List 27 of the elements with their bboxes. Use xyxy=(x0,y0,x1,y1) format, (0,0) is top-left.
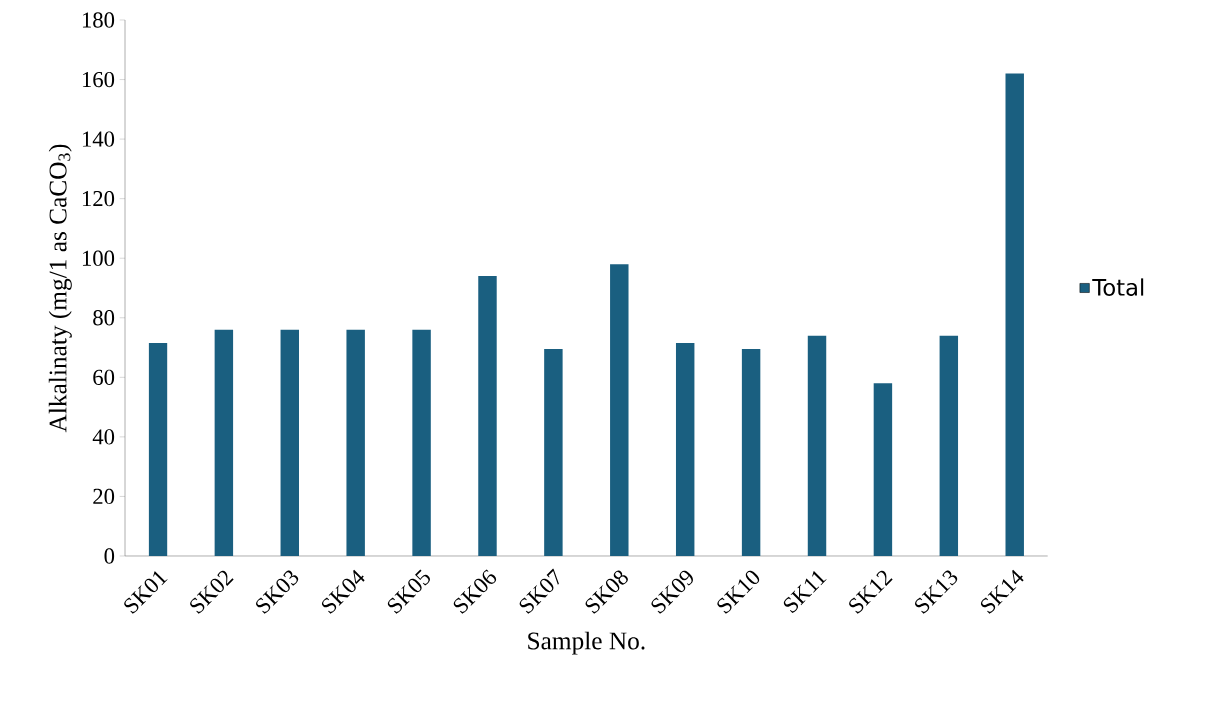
y-tick-label: 180 xyxy=(82,12,115,28)
bar xyxy=(610,264,629,556)
y-tick-label: 160 xyxy=(82,71,115,88)
y-tick-label: 20 xyxy=(93,488,115,505)
y-tick-label: 80 xyxy=(93,310,115,326)
bar xyxy=(1005,73,1024,556)
bar xyxy=(939,335,959,556)
bar xyxy=(675,343,695,556)
bar xyxy=(478,276,497,556)
y-tick-label: 60 xyxy=(93,369,115,385)
bar xyxy=(807,335,827,556)
bar xyxy=(280,329,299,556)
y-tick-label: 40 xyxy=(92,429,115,445)
bar xyxy=(741,349,761,556)
y-tick-label: 0 xyxy=(104,548,115,564)
y-tick-label: 140 xyxy=(82,131,115,147)
y-tick-label: 120 xyxy=(82,191,115,207)
legend-label: Total xyxy=(1092,278,1144,296)
y-axis-title: Alkalinaty (mg/1 as CaCO$_{3}$) xyxy=(48,144,72,433)
x-axis-title: Sample No. xyxy=(528,631,645,655)
bar xyxy=(873,383,893,556)
bar xyxy=(214,329,234,556)
bar xyxy=(544,349,563,556)
y-tick-label: 100 xyxy=(82,250,115,266)
bar xyxy=(148,343,168,556)
bar xyxy=(346,329,365,556)
bar xyxy=(412,329,431,556)
